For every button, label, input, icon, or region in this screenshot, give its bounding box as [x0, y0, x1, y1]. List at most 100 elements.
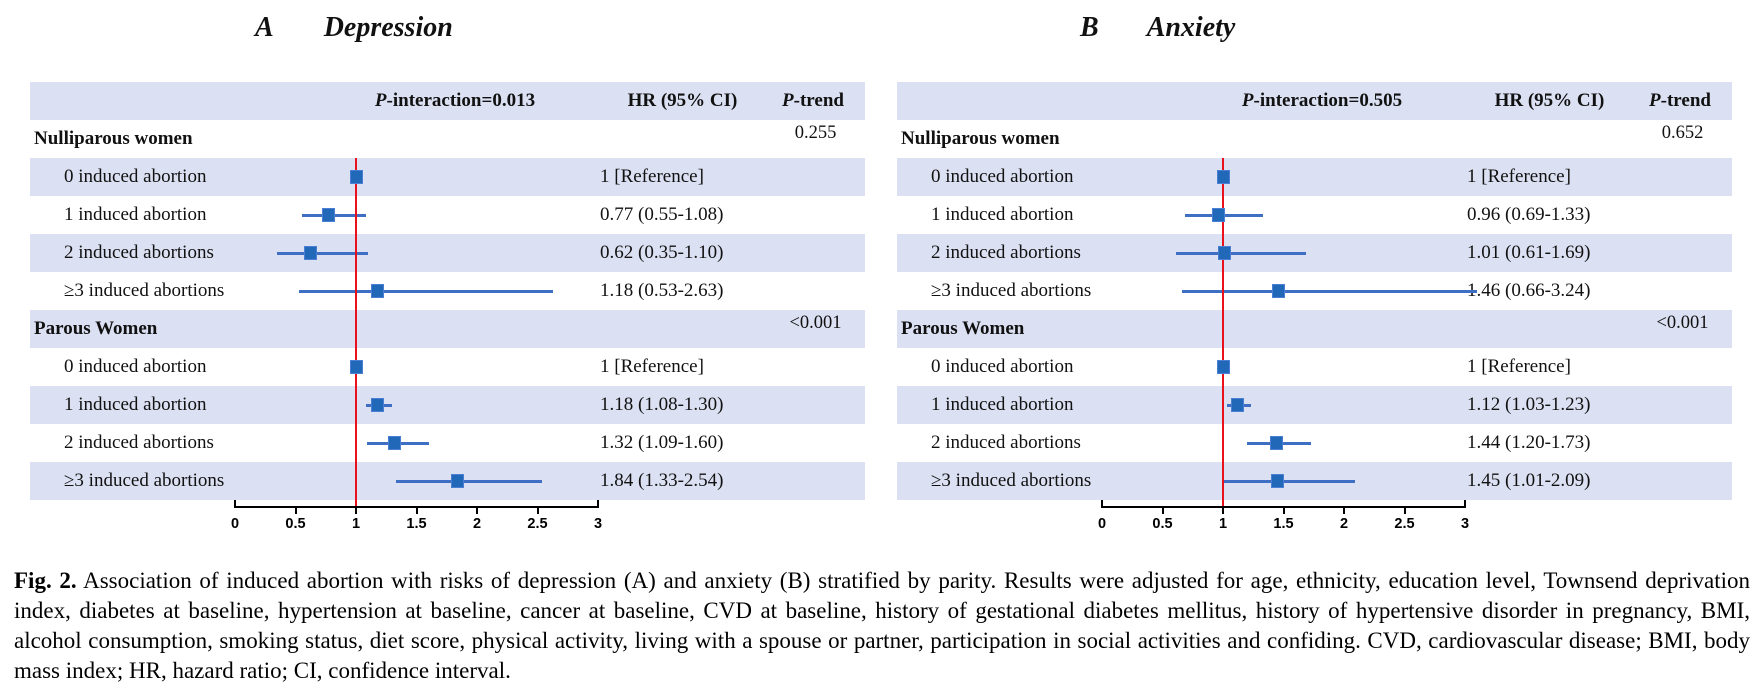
row-label: ≥3 induced abortions [931, 470, 1092, 491]
axis-tick-label: 2.5 [1394, 516, 1415, 532]
axis-tick-label: 0 [1097, 516, 1107, 532]
axis-tick [1101, 500, 1103, 508]
forest-row: ≥3 induced abortions 1.18 (0.53-2.63) [30, 272, 865, 310]
forest-row: 2 induced abortions 1.44 (1.20-1.73) [897, 424, 1732, 462]
axis-tick-label: 2 [1339, 516, 1349, 532]
axis-tick [1403, 508, 1406, 514]
hr-value: 1.45 (1.01-2.09) [1467, 470, 1591, 491]
hr-value: 1.32 (1.09-1.60) [600, 432, 724, 453]
row-label: ≥3 induced abortions [931, 280, 1092, 301]
group-label: Nulliparous women [901, 128, 1060, 149]
axis-tick [476, 508, 478, 514]
figure-caption: Fig. 2. Association of induced abortion … [14, 566, 1750, 686]
axis-tick-label: 0.5 [285, 516, 306, 532]
axis-tick [294, 508, 297, 514]
hr-value: 0.77 (0.55-1.08) [600, 204, 724, 225]
hr-marker [321, 208, 335, 222]
row-label: 2 induced abortions [64, 432, 214, 453]
p-interaction-label: P -interaction=0.505 [1241, 90, 1403, 111]
ci-line [1175, 251, 1307, 255]
axis-tick-label: 1.5 [406, 516, 427, 532]
hr-ci-column-header: HR (95% CI) [627, 90, 738, 111]
axis-tick [1464, 500, 1466, 508]
axis-tick [1282, 508, 1285, 514]
panel-b-header-row: P -interaction=0.505 HR (95% CI) P -trend [897, 82, 1732, 120]
hr-marker [1211, 208, 1225, 222]
forest-row: 0 induced abortion 1 [Reference] [30, 348, 865, 386]
forest-row: 1 induced abortion 0.77 (0.55-1.08) [30, 196, 865, 234]
axis-tick-label: 1.5 [1273, 516, 1294, 532]
hr-marker [388, 436, 402, 450]
p-trend-value: 0.652 [1661, 123, 1704, 143]
ci-line [395, 479, 543, 483]
axis-tick [1343, 508, 1345, 514]
hr-value: 1.12 (1.03-1.23) [1467, 394, 1591, 415]
axis-tick-label: 3 [1460, 516, 1470, 532]
group-row: Nulliparous women 0.255 [30, 120, 865, 158]
p-interaction-label: P -interaction=0.013 [374, 90, 536, 111]
hr-marker [371, 398, 385, 412]
row-label: 1 induced abortion [931, 394, 1074, 415]
forest-row: 1 induced abortion 0.96 (0.69-1.33) [897, 196, 1732, 234]
axis-tick [355, 508, 357, 514]
forest-row: 1 induced abortion 1.18 (1.08-1.30) [30, 386, 865, 424]
axis-line [235, 506, 598, 508]
hr-marker [1269, 436, 1283, 450]
forest-row: 2 induced abortions 1.01 (0.61-1.69) [897, 234, 1732, 272]
caption-figure-number: Fig. 2. [14, 568, 77, 593]
row-label: ≥3 induced abortions [64, 280, 225, 301]
panel-a-title-text: Depression [323, 12, 453, 43]
axis-tick [1222, 508, 1224, 514]
row-label: ≥3 induced abortions [64, 470, 225, 491]
rows: Nulliparous women 0.255 0 induced abortion… [30, 120, 865, 500]
hr-value: 1.44 (1.20-1.73) [1467, 432, 1591, 453]
panel-b-title: B Anxiety [1080, 8, 1235, 48]
p-trend-column-header: P -trend [782, 90, 844, 111]
hr-value: 1 [Reference] [600, 166, 704, 187]
group-row: Parous Women <0.001 [897, 310, 1732, 348]
forest-row: 1 induced abortion 1.12 (1.03-1.23) [897, 386, 1732, 424]
panel-a: P -interaction=0.013 HR (95% CI) P -trend … [30, 82, 865, 532]
panel-a-title: A Depression [255, 8, 453, 48]
forest-row: 2 induced abortions 0.62 (0.35-1.10) [30, 234, 865, 272]
axis-tick-label: 3 [593, 516, 603, 532]
axis-line [1102, 506, 1465, 508]
hr-marker [451, 474, 465, 488]
hr-marker [1231, 398, 1245, 412]
forest-row: 0 induced abortion 1 [Reference] [897, 348, 1732, 386]
rows: Nulliparous women 0.652 0 induced abortion… [897, 120, 1732, 500]
group-label: Nulliparous women [34, 128, 193, 149]
hr-value: 1.84 (1.33-2.54) [600, 470, 724, 491]
row-label: 1 induced abortion [64, 394, 207, 415]
hr-ci-column-header: HR (95% CI) [1494, 90, 1605, 111]
panel-a-letter: A [255, 12, 274, 43]
panel-b: P -interaction=0.505 HR (95% CI) P -trend … [897, 82, 1732, 532]
axis-tick-label: 0.5 [1152, 516, 1173, 532]
hr-value: 1.01 (0.61-1.69) [1467, 242, 1591, 263]
row-label: 0 induced abortion [931, 356, 1074, 377]
forest-row: 2 induced abortions 1.32 (1.09-1.60) [30, 424, 865, 462]
ci-line [1181, 289, 1478, 293]
p-trend-value: <0.001 [789, 313, 842, 333]
caption-text: Association of induced abortion with ris… [14, 568, 1751, 683]
hr-value: 1.18 (1.08-1.30) [600, 394, 724, 415]
forest-row: ≥3 induced abortions 1.46 (0.66-3.24) [897, 272, 1732, 310]
hr-marker [1217, 246, 1231, 260]
reference-line [355, 158, 357, 506]
row-label: 2 induced abortions [931, 432, 1081, 453]
forest-row: 0 induced abortion 1 [Reference] [897, 158, 1732, 196]
ci-line [277, 251, 369, 255]
ci-line [1224, 479, 1355, 483]
ci-line [299, 289, 554, 293]
group-row: Nulliparous women 0.652 [897, 120, 1732, 158]
row-label: 1 induced abortion [931, 204, 1074, 225]
hr-marker [1216, 170, 1230, 184]
hr-value: 1 [Reference] [600, 356, 704, 377]
axis-tick [1161, 508, 1164, 514]
axis-tick-label: 1 [351, 516, 361, 532]
hr-marker [1272, 284, 1286, 298]
reference-line [1222, 158, 1224, 506]
p-trend-value: 0.255 [794, 123, 837, 143]
axis-tick [536, 508, 539, 514]
row-label: 0 induced abortion [64, 356, 207, 377]
